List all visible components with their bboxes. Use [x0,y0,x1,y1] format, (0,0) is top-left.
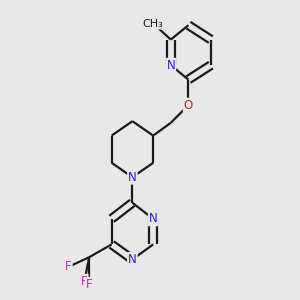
Text: O: O [184,99,193,112]
Text: CH₃: CH₃ [143,19,164,28]
Text: F: F [81,275,88,288]
Text: N: N [149,212,158,225]
Text: N: N [167,59,175,72]
Text: N: N [128,253,137,266]
Text: F: F [65,260,72,273]
Text: N: N [128,171,137,184]
Text: F: F [86,278,92,291]
